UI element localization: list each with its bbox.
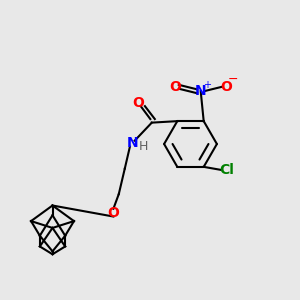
Text: O: O xyxy=(132,96,144,110)
Text: O: O xyxy=(169,80,181,94)
Text: O: O xyxy=(107,206,119,220)
Text: H: H xyxy=(139,140,148,152)
Text: N: N xyxy=(127,136,138,150)
Text: Cl: Cl xyxy=(219,163,234,177)
Text: O: O xyxy=(220,80,232,94)
Text: N: N xyxy=(195,84,206,98)
Text: −: − xyxy=(228,73,239,86)
Text: +: + xyxy=(203,80,211,90)
